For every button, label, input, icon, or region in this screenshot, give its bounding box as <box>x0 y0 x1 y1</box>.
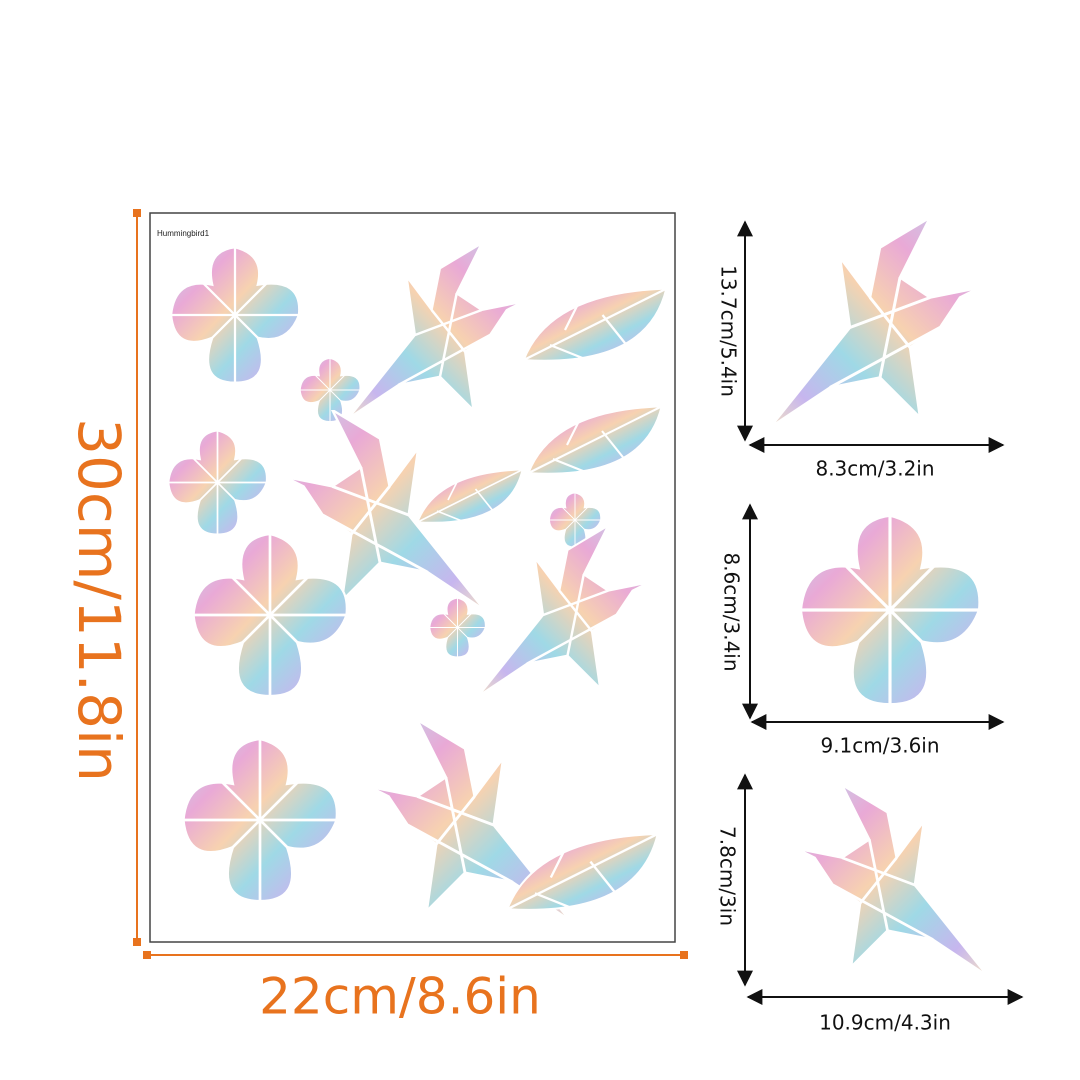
item-height-label: 8.6cm/3.4in <box>720 552 744 671</box>
sheet-label: Hummingbird1 <box>157 229 210 238</box>
item-sticker <box>794 785 990 978</box>
item-width-label: 9.1cm/3.6in <box>820 734 939 758</box>
item-width-label: 10.9cm/4.3in <box>819 1011 951 1035</box>
item-sticker <box>799 513 982 707</box>
item-height-label: 7.8cm/3in <box>716 826 740 926</box>
item-height-label: 13.7cm/5.4in <box>717 265 741 397</box>
sheet-width-label: 22cm/8.6in <box>259 968 541 1026</box>
sheet-height-label: 30cm/11.8in <box>65 418 133 782</box>
item-sticker <box>768 215 982 430</box>
item-width-label: 8.3cm/3.2in <box>815 457 934 481</box>
